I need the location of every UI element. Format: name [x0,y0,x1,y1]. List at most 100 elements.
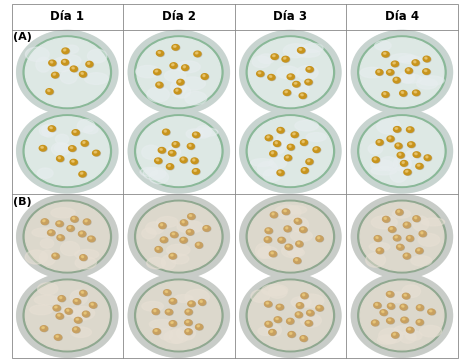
Ellipse shape [393,127,401,132]
Ellipse shape [18,199,114,278]
Ellipse shape [17,33,112,113]
Ellipse shape [372,158,379,163]
Ellipse shape [397,210,399,212]
Ellipse shape [128,32,224,111]
Ellipse shape [168,165,170,167]
Ellipse shape [244,277,340,356]
Ellipse shape [392,127,400,132]
Ellipse shape [381,51,388,57]
Ellipse shape [291,132,297,138]
Ellipse shape [386,136,393,141]
Ellipse shape [22,275,118,354]
Ellipse shape [17,34,113,113]
Ellipse shape [283,57,285,59]
Ellipse shape [75,257,96,269]
Ellipse shape [297,304,300,306]
Ellipse shape [21,274,116,353]
Ellipse shape [406,69,408,71]
Ellipse shape [352,274,448,353]
Ellipse shape [351,112,447,192]
Ellipse shape [396,144,398,146]
Ellipse shape [23,200,111,273]
Ellipse shape [356,32,451,111]
Ellipse shape [250,159,273,166]
Ellipse shape [386,303,393,309]
Ellipse shape [130,195,226,274]
Ellipse shape [18,278,114,357]
Ellipse shape [405,68,412,74]
Ellipse shape [387,226,395,232]
Ellipse shape [94,151,96,153]
Ellipse shape [192,168,199,174]
Ellipse shape [165,309,172,315]
Ellipse shape [404,68,411,73]
Ellipse shape [416,249,419,251]
Ellipse shape [176,327,195,340]
Ellipse shape [129,109,225,189]
Ellipse shape [301,140,308,146]
Ellipse shape [244,34,340,113]
Ellipse shape [62,307,75,316]
Ellipse shape [263,169,280,182]
Ellipse shape [154,158,162,163]
Ellipse shape [242,30,338,109]
Ellipse shape [289,333,291,334]
Ellipse shape [161,255,175,269]
Ellipse shape [353,195,448,274]
Ellipse shape [296,242,302,247]
Ellipse shape [179,157,187,163]
Ellipse shape [240,32,335,111]
Ellipse shape [134,279,223,352]
Ellipse shape [351,277,447,356]
Ellipse shape [152,309,159,315]
Ellipse shape [425,156,427,158]
Ellipse shape [271,54,278,60]
Ellipse shape [131,199,227,278]
Ellipse shape [355,110,451,189]
Ellipse shape [128,112,224,191]
Ellipse shape [244,110,340,189]
Ellipse shape [276,66,298,79]
Ellipse shape [403,254,410,259]
Ellipse shape [133,196,229,275]
Ellipse shape [17,198,113,278]
Ellipse shape [73,299,80,304]
Ellipse shape [240,277,336,356]
Ellipse shape [62,59,68,65]
Ellipse shape [290,230,312,242]
Ellipse shape [302,141,304,143]
Ellipse shape [417,233,439,246]
Ellipse shape [403,294,406,296]
Ellipse shape [386,319,393,324]
Ellipse shape [396,244,403,250]
Ellipse shape [71,327,91,337]
Ellipse shape [170,322,173,324]
Ellipse shape [265,136,272,141]
Ellipse shape [30,305,53,315]
Ellipse shape [403,222,409,228]
Ellipse shape [313,147,320,153]
Ellipse shape [162,238,164,240]
Ellipse shape [179,237,186,243]
Ellipse shape [317,237,319,239]
Ellipse shape [55,335,62,341]
Ellipse shape [307,68,309,69]
Ellipse shape [130,109,226,188]
Ellipse shape [359,117,443,185]
Ellipse shape [386,318,393,323]
Ellipse shape [182,221,184,223]
Ellipse shape [62,49,69,54]
Ellipse shape [87,62,90,64]
Ellipse shape [248,117,331,185]
Ellipse shape [405,170,407,172]
Text: Día 4: Día 4 [384,10,418,23]
Ellipse shape [285,156,288,158]
Ellipse shape [418,231,425,237]
Ellipse shape [193,169,200,175]
Ellipse shape [156,216,178,228]
Ellipse shape [78,171,86,177]
Ellipse shape [294,82,296,84]
Ellipse shape [356,33,451,113]
Ellipse shape [130,30,226,109]
Ellipse shape [241,114,337,193]
